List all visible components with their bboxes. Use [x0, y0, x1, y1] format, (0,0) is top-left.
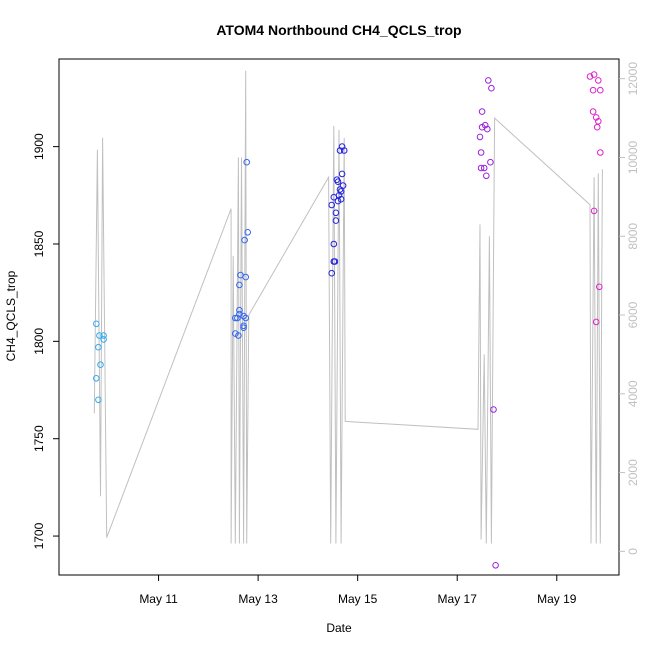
- data-point: [241, 236, 248, 244]
- data-point: [337, 188, 345, 195]
- data-point: [236, 306, 243, 314]
- y2-tick-label: 6000: [626, 301, 640, 328]
- x-tick-label: May 15: [338, 592, 378, 606]
- data-point: [597, 86, 604, 94]
- data-point: [242, 273, 249, 281]
- data-point: [240, 322, 247, 330]
- plot-frame: [58, 58, 620, 576]
- x-tick-label: May 17: [438, 592, 478, 606]
- data-point: [592, 318, 600, 326]
- data-point: [242, 314, 249, 322]
- y-tick-label: 1750: [32, 425, 46, 452]
- data-point: [593, 123, 601, 131]
- data-point: [488, 84, 495, 92]
- data-point: [328, 201, 336, 209]
- data-point: [597, 149, 604, 156]
- data-point: [243, 158, 250, 166]
- data-point: [480, 164, 488, 172]
- altitude-line: [93, 70, 603, 544]
- x-axis-label: Date: [326, 621, 352, 635]
- data-point: [328, 269, 336, 277]
- data-point: [236, 281, 243, 289]
- data-point: [332, 217, 340, 224]
- y-tick-label: 1850: [32, 230, 46, 257]
- y-tick-label: 1800: [32, 328, 46, 355]
- x-axis: May 11 May 13 May 15 May 17 May 19: [139, 575, 577, 606]
- data-point: [339, 182, 347, 189]
- data-point: [340, 147, 348, 154]
- data-point: [590, 207, 598, 215]
- data-point: [477, 149, 485, 156]
- y-axis-label: CH4_QCLS_trop: [4, 270, 18, 361]
- data-point: [484, 125, 491, 133]
- y-axis-right: 0 2000 4000 6000 8000 10000 12000: [619, 62, 640, 555]
- data-point: [478, 108, 486, 115]
- data-point: [592, 114, 600, 121]
- data-point: [240, 324, 247, 332]
- data-point: [477, 164, 485, 172]
- data-point: [337, 195, 345, 203]
- y2-tick-label: 12000: [626, 62, 640, 96]
- chart-title: ATOM4 Northbound CH4_QCLS_trop: [216, 22, 461, 38]
- data-point: [481, 121, 489, 129]
- data-point: [332, 209, 340, 217]
- data-points-layer: [93, 71, 604, 569]
- data-point: [483, 172, 490, 180]
- data-point: [487, 158, 494, 166]
- y2-tick-label: 0: [626, 548, 640, 555]
- data-point: [595, 118, 602, 125]
- data-point: [232, 314, 239, 322]
- y-tick-label: 1900: [32, 133, 46, 160]
- y2-tick-label: 10000: [626, 140, 640, 174]
- data-point: [492, 562, 499, 569]
- data-point: [331, 258, 339, 265]
- data-point: [97, 361, 104, 369]
- data-point: [244, 229, 251, 236]
- y2-tick-label: 4000: [626, 380, 640, 407]
- data-point: [96, 332, 103, 339]
- data-point: [590, 71, 598, 78]
- data-point: [586, 73, 594, 80]
- data-point: [95, 396, 102, 404]
- data-point: [334, 178, 342, 185]
- data-point: [476, 133, 484, 141]
- data-point: [589, 86, 597, 94]
- data-point: [235, 332, 242, 339]
- altitude-line-layer: [93, 70, 603, 544]
- data-point: [330, 240, 338, 248]
- x-tick-label: May 11: [139, 592, 178, 606]
- data-point: [490, 406, 497, 413]
- data-point: [240, 312, 247, 320]
- data-point: [100, 336, 107, 343]
- data-point: [338, 170, 346, 178]
- x-tick-label: May 13: [238, 592, 278, 606]
- data-point: [93, 375, 100, 382]
- data-point: [589, 108, 597, 115]
- y2-tick-label: 2000: [626, 459, 640, 486]
- data-point: [338, 143, 346, 150]
- data-point: [236, 310, 243, 318]
- y2-tick-label: 8000: [626, 223, 640, 250]
- data-point: [485, 77, 492, 84]
- data-point: [93, 320, 100, 328]
- data-point: [336, 147, 344, 154]
- data-point: [596, 283, 603, 291]
- data-point: [95, 343, 102, 351]
- data-point: [100, 332, 107, 339]
- x-tick-label: May 19: [537, 592, 577, 606]
- y-axis-left: 1700 1750 1800 1850 1900: [32, 133, 59, 549]
- data-point: [234, 314, 241, 322]
- y-tick-label: 1700: [32, 522, 46, 549]
- data-point: [595, 77, 602, 84]
